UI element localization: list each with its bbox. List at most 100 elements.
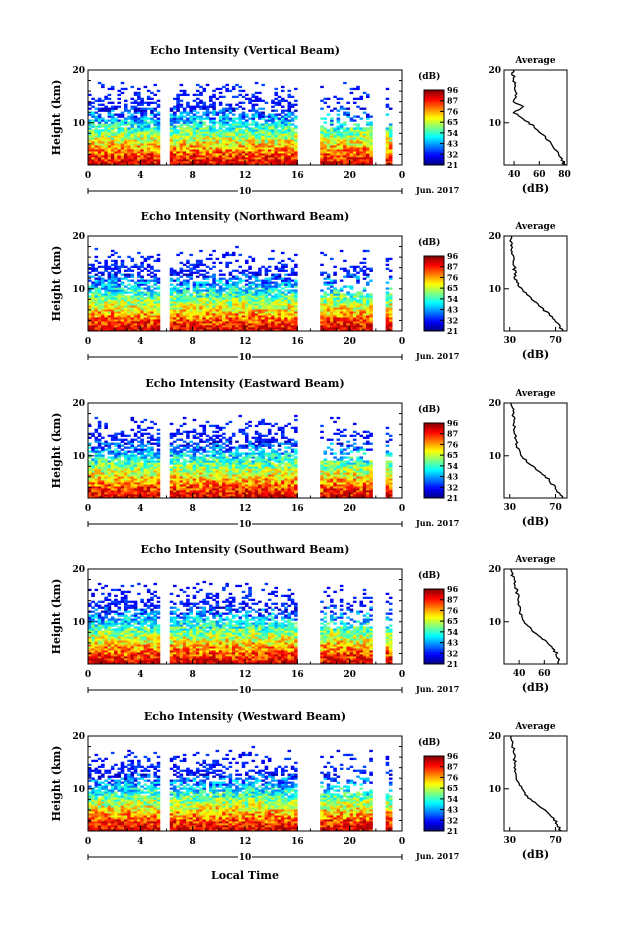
heatmap-cells xyxy=(88,414,393,499)
date-bg xyxy=(238,186,252,196)
colorbar-segment xyxy=(424,662,444,665)
colorbar-tick-label: 43 xyxy=(447,805,459,815)
colorbar-segment xyxy=(424,475,444,478)
colorbar-tick-label: 43 xyxy=(447,472,459,482)
profile-y-tick-label: 10 xyxy=(488,285,501,295)
profile-x-label: (dB) xyxy=(522,848,549,861)
colorbar-segment xyxy=(424,426,444,429)
colorbar-unit: (dB) xyxy=(418,570,440,581)
profile-y-tick-label: 10 xyxy=(488,119,501,129)
colorbar-segment xyxy=(424,632,444,635)
colorbar-tick-label: 65 xyxy=(447,616,458,626)
date-label: 10 xyxy=(239,686,252,696)
colorbar-segment xyxy=(424,136,444,140)
colorbar-segment xyxy=(424,769,444,772)
colorbar-tick-label: 54 xyxy=(447,627,459,637)
colorbar-segment xyxy=(424,267,444,270)
colorbar-segment xyxy=(424,105,444,108)
colorbar-segment xyxy=(424,761,444,764)
colorbar-segment xyxy=(424,131,444,134)
x-axis-label: Local Time xyxy=(211,869,279,882)
x-tick-label: 8 xyxy=(190,670,196,680)
colorbar-segment xyxy=(424,423,444,426)
colorbar-segment xyxy=(424,804,444,807)
colorbar-segment xyxy=(424,782,444,785)
colorbar-segment xyxy=(424,436,444,439)
colorbar-tick-label: 87 xyxy=(447,762,458,772)
profile-line xyxy=(510,735,562,832)
colorbar-tick-label: 21 xyxy=(447,659,458,669)
colorbar-segment xyxy=(424,660,444,663)
colorbar-segment xyxy=(424,772,444,776)
y-axis-label: Height (km) xyxy=(50,579,63,655)
month-label: Jun. 2017 xyxy=(415,351,459,361)
x-tick-label: 0 xyxy=(85,171,91,181)
colorbar-segment xyxy=(424,329,444,332)
colorbar-segment xyxy=(424,434,444,437)
colorbar-segment xyxy=(424,759,444,762)
colorbar-segment xyxy=(424,786,444,789)
colorbar-tick-label: 76 xyxy=(447,106,459,116)
colorbar-segment xyxy=(424,643,444,646)
colorbar-segment xyxy=(424,453,444,456)
x-tick-label: 12 xyxy=(239,337,252,347)
colorbar-segment xyxy=(424,763,444,766)
profile-y-tick-label: 10 xyxy=(488,785,501,795)
colorbar-tick-label: 87 xyxy=(447,429,458,439)
colorbar-segment xyxy=(424,799,444,802)
date-bg xyxy=(238,685,252,695)
x-tick-label: 20 xyxy=(343,337,356,347)
colorbar-segment xyxy=(424,780,444,783)
colorbar-tick-label: 21 xyxy=(447,826,458,836)
profile-frame xyxy=(503,235,568,332)
colorbar-unit: (dB) xyxy=(418,737,440,748)
x-tick-label: 8 xyxy=(190,837,196,847)
colorbar-segment xyxy=(424,319,444,322)
y-tick-label: 10 xyxy=(72,785,85,795)
colorbar-tick-label: 87 xyxy=(447,96,458,106)
colorbar-tick-label: 65 xyxy=(447,783,458,793)
colorbar-segment xyxy=(424,656,444,659)
colorbar-segment xyxy=(424,118,444,121)
colorbar-segment xyxy=(424,312,444,315)
profile-y-tick-label: 20 xyxy=(488,565,501,575)
colorbar-tick-label: 32 xyxy=(447,815,458,825)
colorbar-segment xyxy=(424,787,444,791)
x-tick-label: 4 xyxy=(137,837,143,847)
colorbar-segment xyxy=(424,301,444,304)
colorbar-tick-label: 32 xyxy=(447,648,458,658)
x-tick-label: 12 xyxy=(239,670,252,680)
y-tick-label: 20 xyxy=(72,732,85,742)
colorbar-segment xyxy=(424,428,444,431)
colorbar-segment xyxy=(424,464,444,467)
colorbar-segment xyxy=(424,327,444,330)
colorbar-segment xyxy=(424,609,444,612)
colorbar-segment xyxy=(424,291,444,294)
colorbar-segment xyxy=(424,161,444,164)
colorbar-tick-label: 76 xyxy=(447,605,459,615)
colorbar-segment xyxy=(424,490,444,493)
colorbar-segment xyxy=(424,153,444,156)
colorbar-segment xyxy=(424,90,444,93)
colorbar-tick-label: 76 xyxy=(447,439,459,449)
colorbar-segment xyxy=(424,637,444,640)
colorbar-segment xyxy=(424,795,444,798)
panel-3: Echo Intensity (Southward Beam) 20 10 0 4 8 12… xyxy=(50,543,568,696)
colorbar-segment xyxy=(424,99,444,102)
colorbar-segment xyxy=(424,308,444,311)
colorbar-unit: (dB) xyxy=(418,71,440,82)
colorbar-tick-label: 65 xyxy=(447,117,458,127)
panel-4: Echo Intensity (Westward Beam) 20 10 0 4 8 12 1… xyxy=(50,710,568,863)
colorbar-segment xyxy=(424,607,444,610)
colorbar-tick-label: 87 xyxy=(447,262,458,272)
date-label: 10 xyxy=(239,353,252,363)
colorbar-segment xyxy=(424,810,444,813)
x-tick-label: 0 xyxy=(85,670,91,680)
colorbar-segment xyxy=(424,649,444,652)
colorbar-segment xyxy=(424,650,444,654)
y-axis-label: Height (km) xyxy=(50,746,63,822)
profile-frame xyxy=(503,69,568,166)
colorbar-tick-label: 54 xyxy=(447,294,459,304)
colorbar-segment xyxy=(424,481,444,484)
colorbar-segment xyxy=(424,604,444,607)
